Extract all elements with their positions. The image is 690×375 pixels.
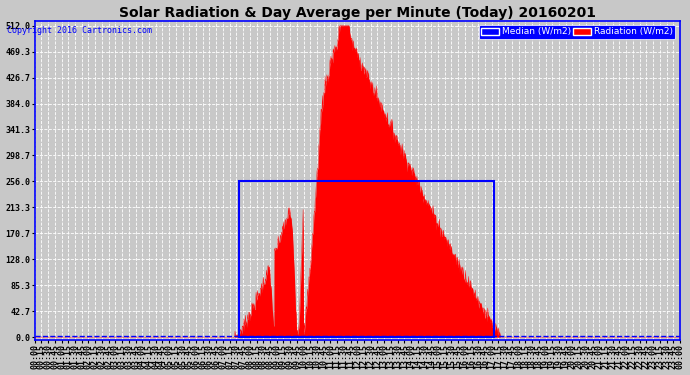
- Title: Solar Radiation & Day Average per Minute (Today) 20160201: Solar Radiation & Day Average per Minute…: [119, 6, 596, 20]
- Text: Copyright 2016 Cartronics.com: Copyright 2016 Cartronics.com: [7, 26, 152, 35]
- Bar: [239, 182, 494, 337]
- Legend: Median (W/m2), Radiation (W/m2): Median (W/m2), Radiation (W/m2): [479, 25, 676, 39]
